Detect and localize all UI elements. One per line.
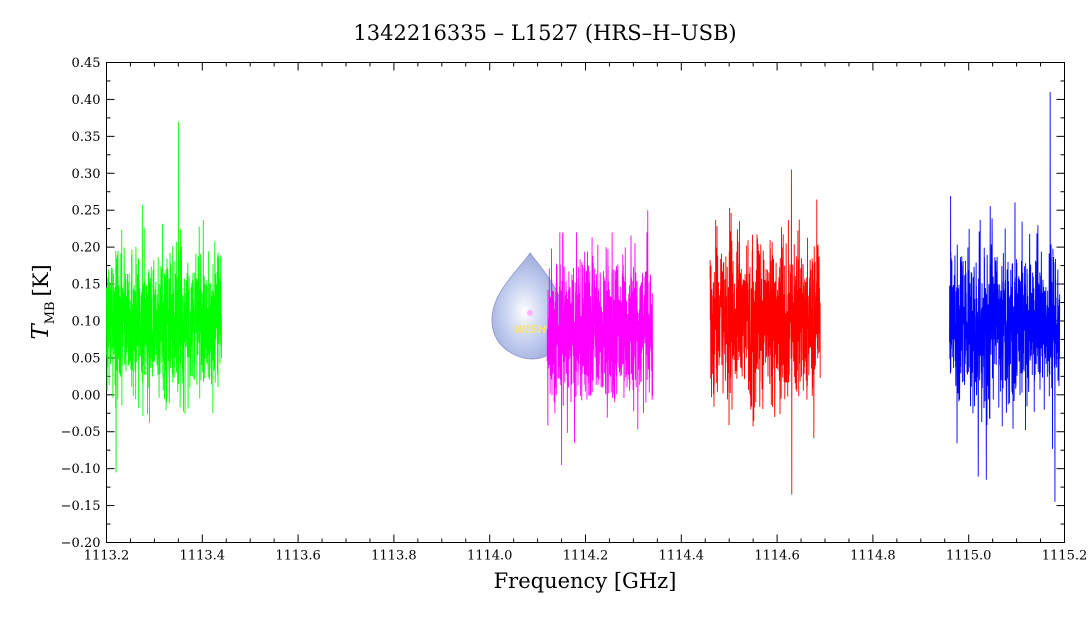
wish-logo-text: WISH bbox=[513, 323, 546, 336]
y-tick-label: −0.05 bbox=[61, 425, 101, 440]
y-tick-label: 0.05 bbox=[72, 351, 101, 366]
y-tick-label: −0.20 bbox=[61, 536, 101, 551]
spectrum-series-3 bbox=[709, 169, 821, 495]
series-layer bbox=[106, 92, 1061, 502]
y-axis-label: TMB [K] bbox=[28, 264, 58, 339]
x-tick-label: 1113.2 bbox=[84, 549, 130, 564]
y-tick-label: 0.10 bbox=[72, 314, 101, 329]
wish-logo: WISH bbox=[491, 252, 565, 360]
x-tick-label: 1115.2 bbox=[1042, 549, 1088, 564]
y-axis-label-unit: [K] bbox=[29, 264, 53, 296]
y-tick-label: 0.35 bbox=[72, 130, 101, 145]
x-axis-label: Frequency [GHz] bbox=[494, 569, 677, 593]
spectrum-series-4 bbox=[949, 92, 1061, 502]
y-axis-label-symbol: T bbox=[28, 323, 54, 340]
x-tick-label: 1114.4 bbox=[659, 549, 705, 564]
x-tick-label: 1115.0 bbox=[946, 549, 992, 564]
y-axis-label-subscript: MB bbox=[43, 301, 58, 324]
spectrum-series-2 bbox=[546, 210, 654, 465]
x-tick-label: 1113.6 bbox=[275, 549, 321, 564]
chart-title: 1342216335 – L1527 (HRS–H–USB) bbox=[353, 21, 736, 45]
y-tick-label: 0.15 bbox=[72, 278, 101, 293]
x-tick-label: 1113.8 bbox=[371, 549, 417, 564]
y-tick-label: −0.10 bbox=[61, 462, 101, 477]
x-tick-label: 1114.2 bbox=[563, 549, 609, 564]
y-tick-label: 0.40 bbox=[72, 93, 101, 108]
x-tick-label: 1114.8 bbox=[850, 549, 896, 564]
x-tick-label: 1114.0 bbox=[467, 549, 513, 564]
y-tick-label: 0.20 bbox=[72, 241, 101, 256]
y-tick-label: 0.45 bbox=[72, 56, 101, 71]
y-axis: −0.20 −0.15 −0.10 −0.05 0.00 0.05 0.10 0.15 0.20… bbox=[61, 56, 1065, 551]
y-tick-label: 0.00 bbox=[72, 388, 101, 403]
y-tick-label: −0.15 bbox=[61, 499, 101, 514]
spectrum-series-1 bbox=[106, 121, 222, 473]
y-tick-label: 0.25 bbox=[72, 204, 101, 219]
y-tick-label: 0.30 bbox=[72, 167, 101, 182]
x-tick-label: 1114.6 bbox=[754, 549, 800, 564]
x-axis: 1113.2 1113.4 1113.6 1113.8 1114.0 1114.2 1114… bbox=[84, 62, 1088, 564]
x-tick-label: 1113.4 bbox=[180, 549, 226, 564]
water-drop-icon bbox=[491, 252, 565, 360]
sparkle-icon bbox=[527, 309, 534, 316]
